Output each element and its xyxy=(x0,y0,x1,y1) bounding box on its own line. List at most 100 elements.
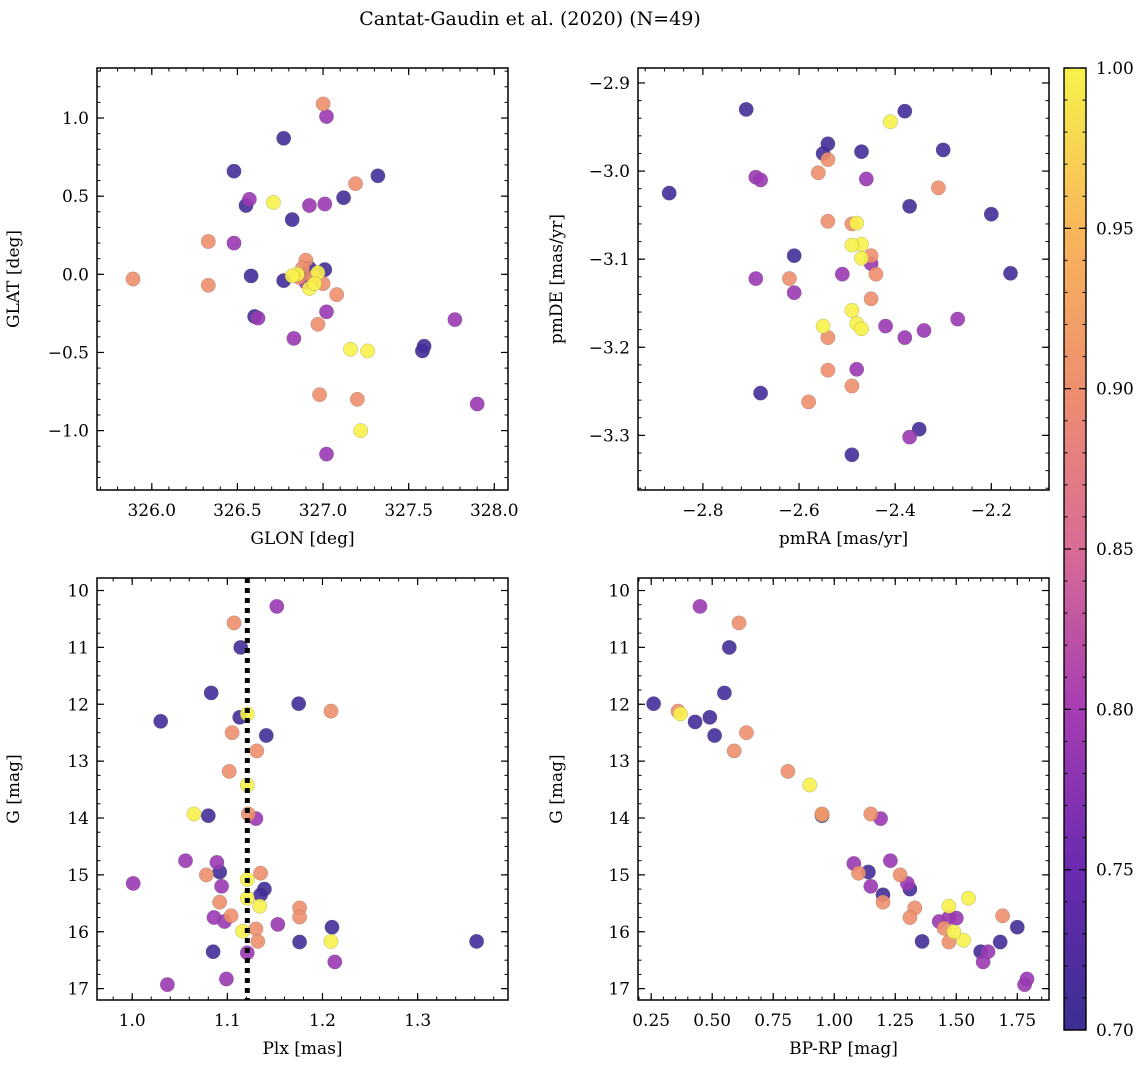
data-point xyxy=(353,423,369,438)
data-point xyxy=(753,385,768,401)
y-tick-label: −2.9 xyxy=(589,74,630,94)
y-tick-label: 12 xyxy=(608,695,630,715)
data-point xyxy=(844,378,860,394)
data-point xyxy=(349,391,365,407)
data-point xyxy=(849,215,865,231)
data-point xyxy=(834,266,850,282)
y-tick-label: 10 xyxy=(67,582,89,602)
scatter-points xyxy=(646,599,1035,992)
data-point xyxy=(323,703,339,719)
data-point xyxy=(249,743,265,759)
data-point xyxy=(902,198,917,214)
x-tick-label: 1.3 xyxy=(404,1011,431,1031)
colorbar-ticks: 0.70 0.75 0.80 0.85 0.90 0.95 1.00 xyxy=(1064,59,1134,1041)
data-point xyxy=(186,806,202,822)
y-tick-label: 17 xyxy=(67,980,89,1000)
data-point xyxy=(883,853,898,869)
data-point xyxy=(780,764,796,779)
data-point xyxy=(360,343,375,359)
x-axis-label: pmRA [mas/yr] xyxy=(779,529,908,549)
data-point xyxy=(801,394,816,410)
y-tick-label: −3.2 xyxy=(589,338,630,358)
x-tick-label: 328.0 xyxy=(470,501,519,521)
x-tick-label: 1.2 xyxy=(309,1011,336,1031)
y-tick-label: 1.0 xyxy=(62,109,89,129)
data-point xyxy=(159,977,175,992)
data-point xyxy=(702,709,718,725)
data-point xyxy=(1009,919,1025,935)
data-point xyxy=(292,909,307,925)
data-point xyxy=(200,277,216,293)
data-point xyxy=(447,312,463,327)
data-point xyxy=(370,168,386,184)
data-point xyxy=(916,323,932,338)
data-point xyxy=(844,302,860,318)
y-tick-label: 13 xyxy=(67,752,89,772)
y-tick-label: 11 xyxy=(67,638,89,658)
x-tick-label: 0.25 xyxy=(632,1011,670,1031)
data-point xyxy=(673,706,688,722)
colorbar-tick-label: 0.85 xyxy=(1096,540,1134,560)
data-point xyxy=(329,287,345,302)
data-point xyxy=(319,109,334,124)
data-point xyxy=(814,806,830,822)
y-tick-label: −0.5 xyxy=(48,343,89,363)
y-axis-label: G [mag] xyxy=(547,754,567,823)
x-tick-label: 1.0 xyxy=(119,1011,146,1031)
scatter-points xyxy=(125,578,484,1000)
data-point xyxy=(854,144,869,160)
data-point xyxy=(892,867,908,883)
data-point xyxy=(310,316,326,332)
data-point xyxy=(863,806,879,822)
data-point xyxy=(851,865,866,881)
data-point xyxy=(995,908,1010,924)
data-point xyxy=(935,142,951,158)
data-point xyxy=(125,876,141,891)
data-point xyxy=(820,152,836,168)
data-point xyxy=(205,944,221,960)
colorbar-tick-label: 0.90 xyxy=(1096,380,1134,400)
x-tick-label: 327.5 xyxy=(384,501,433,521)
data-point xyxy=(243,268,259,284)
data-point xyxy=(323,934,339,949)
data-point xyxy=(336,190,351,206)
data-point xyxy=(253,865,269,881)
data-point xyxy=(226,235,242,251)
axes-frame xyxy=(637,577,1050,1001)
data-point xyxy=(252,898,268,914)
data-point xyxy=(753,172,768,188)
y-tick-label: 17 xyxy=(608,980,630,1000)
data-point xyxy=(844,447,860,463)
data-point xyxy=(815,318,831,334)
data-point xyxy=(223,908,239,924)
data-point xyxy=(265,194,281,210)
y-tick-label: 12 xyxy=(67,695,89,715)
data-point xyxy=(416,338,432,354)
data-point xyxy=(153,713,169,729)
data-point xyxy=(221,764,237,779)
data-point xyxy=(276,130,292,146)
data-point xyxy=(875,894,891,910)
y-tick-label: 14 xyxy=(67,809,89,829)
panel-sky-position: 326.0 326.5 327.0 327.5 328.0 −1.0 −0.5 0.0 0.5 1… xyxy=(4,67,519,549)
data-point xyxy=(301,198,317,213)
data-point xyxy=(317,196,333,212)
y-tick-label: 14 xyxy=(608,809,630,829)
data-point xyxy=(726,743,742,759)
data-point xyxy=(687,714,703,730)
y-tick-label: 15 xyxy=(67,866,89,886)
y-tick-label: 0.0 xyxy=(62,265,89,285)
colorbar-tick-label: 0.75 xyxy=(1096,861,1134,881)
data-point xyxy=(956,932,971,948)
data-point xyxy=(878,318,893,334)
x-tick-label: 326.5 xyxy=(213,501,262,521)
y-tick-label: −3.0 xyxy=(589,162,630,182)
data-point xyxy=(291,696,307,712)
data-point xyxy=(1003,265,1018,281)
data-point xyxy=(307,276,322,292)
y-tick-label: 0.5 xyxy=(62,187,89,207)
data-point xyxy=(863,291,879,307)
x-tick-label: 1.1 xyxy=(214,1011,241,1031)
data-point xyxy=(319,446,334,462)
